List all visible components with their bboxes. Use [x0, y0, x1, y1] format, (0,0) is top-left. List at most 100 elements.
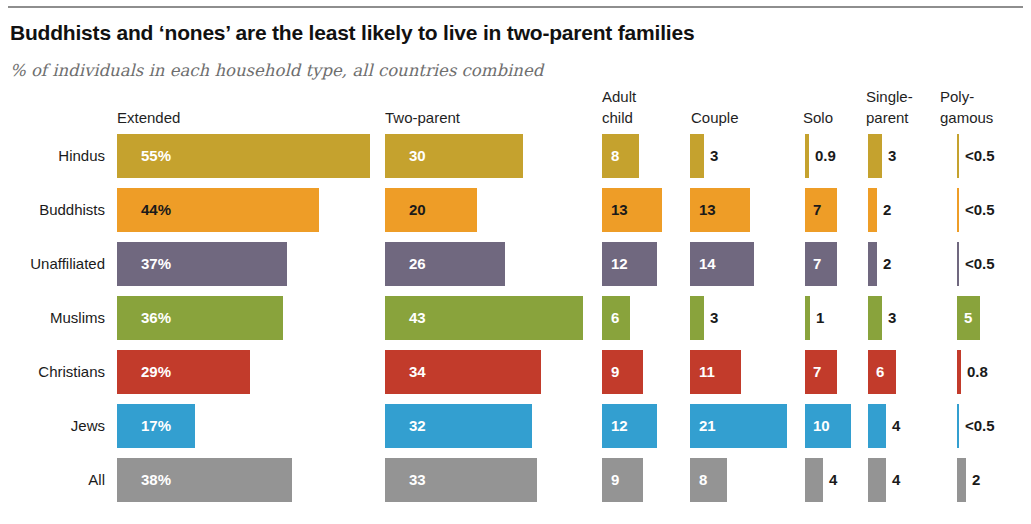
- bar-jews-single-parent: [868, 404, 886, 448]
- chart-row-unaffiliated: Unaffiliated 37% 26 12 14 7 2 <0.5: [0, 242, 1031, 286]
- value-label-unaffiliated-couple: 14: [699, 242, 716, 286]
- value-label-all-two-parent: 33: [409, 458, 426, 502]
- column-header-single-parent: Single- parent: [866, 86, 913, 128]
- column-header-solo: Solo: [803, 107, 833, 128]
- chart-row-hindus: Hindus 55% 30 8 3 0.9 3 <0.5: [0, 134, 1031, 178]
- column-header-extended: Extended: [117, 107, 180, 128]
- value-label-jews-two-parent: 32: [409, 404, 426, 448]
- bar-hindus-poly-gamous: [957, 134, 959, 178]
- bar-christians-poly-gamous: [957, 350, 961, 394]
- value-label-muslims-solo: 1: [816, 296, 824, 340]
- bar-unaffiliated-two-parent: [385, 242, 505, 286]
- value-label-buddhists-solo: 7: [813, 188, 821, 232]
- value-label-jews-couple: 21: [699, 404, 716, 448]
- value-label-jews-extended: 17%: [141, 404, 171, 448]
- value-label-hindus-couple: 3: [710, 134, 718, 178]
- value-label-all-couple: 8: [699, 458, 707, 502]
- value-label-unaffiliated-two-parent: 26: [409, 242, 426, 286]
- top-divider: [8, 6, 1023, 8]
- value-label-all-poly-gamous: 2: [972, 458, 980, 502]
- bar-christians-extended: [117, 350, 250, 394]
- value-label-unaffiliated-poly-gamous: <0.5: [965, 242, 995, 286]
- value-label-jews-solo: 10: [813, 404, 830, 448]
- bar-muslims-couple: [690, 296, 704, 340]
- bar-jews-two-parent: [385, 404, 532, 448]
- bar-hindus-couple: [690, 134, 704, 178]
- value-label-christians-solo: 7: [813, 350, 821, 394]
- value-label-hindus-extended: 55%: [141, 134, 171, 178]
- bar-all-couple: [690, 458, 727, 502]
- bar-hindus-adult-child: [602, 134, 639, 178]
- bar-all-single-parent: [868, 458, 886, 502]
- column-header-couple: Couple: [691, 107, 739, 128]
- value-label-muslims-single-parent: 3: [888, 296, 896, 340]
- value-label-muslims-couple: 3: [710, 296, 718, 340]
- bar-buddhists-two-parent: [385, 188, 477, 232]
- chart-row-buddhists: Buddhists44%20131372<0.5: [0, 188, 1031, 232]
- bar-jews-poly-gamous: [957, 404, 959, 448]
- chart-row-muslims: Muslims36%4363135: [0, 296, 1031, 340]
- value-label-buddhists-single-parent: 2: [883, 188, 891, 232]
- chart-row-jews: Jews 17% 32 12 21 10 4 <0.5: [0, 404, 1031, 448]
- value-label-hindus-poly-gamous: <0.5: [965, 134, 995, 178]
- value-label-buddhists-extended: 44%: [141, 188, 171, 232]
- value-label-unaffiliated-extended: 37%: [141, 242, 171, 286]
- value-label-all-solo: 4: [829, 458, 837, 502]
- value-label-hindus-two-parent: 30: [409, 134, 426, 178]
- bar-christians-adult-child: [602, 350, 643, 394]
- chart-figure: Buddhists and ‘nones’ are the least like…: [0, 0, 1031, 524]
- bar-christians-couple: [690, 350, 741, 394]
- value-label-hindus-solo: 0.9: [815, 134, 836, 178]
- value-label-buddhists-two-parent: 20: [409, 188, 426, 232]
- bar-hindus-two-parent: [385, 134, 523, 178]
- value-label-unaffiliated-adult-child: 12: [611, 242, 628, 286]
- value-label-jews-adult-child: 12: [611, 404, 628, 448]
- bar-hindus-solo: [805, 134, 809, 178]
- row-label-all: All: [0, 458, 105, 502]
- bar-hindus-single-parent: [868, 134, 882, 178]
- value-label-unaffiliated-single-parent: 2: [883, 242, 891, 286]
- value-label-unaffiliated-solo: 7: [813, 242, 821, 286]
- value-label-muslims-poly-gamous: 5: [964, 296, 972, 340]
- value-label-all-single-parent: 4: [892, 458, 900, 502]
- row-label-unaffiliated: Unaffiliated: [0, 242, 105, 286]
- row-label-hindus: Hindus: [0, 134, 105, 178]
- value-label-buddhists-couple: 13: [699, 188, 716, 232]
- bar-all-solo: [805, 458, 823, 502]
- value-label-christians-extended: 29%: [141, 350, 171, 394]
- row-label-jews: Jews: [0, 404, 105, 448]
- column-header-two-parent: Two-parent: [385, 107, 460, 128]
- value-label-buddhists-poly-gamous: <0.5: [965, 188, 995, 232]
- bar-all-adult-child: [602, 458, 643, 502]
- value-label-all-extended: 38%: [141, 458, 171, 502]
- bar-all-two-parent: [385, 458, 537, 502]
- column-headers: Extended Two-parent Adult child Couple Solo S…: [0, 84, 1031, 130]
- chart: Hindus55%30830.93<0.5Buddhists44%2013137…: [0, 134, 1031, 512]
- bar-all-poly-gamous: [957, 458, 966, 502]
- value-label-jews-poly-gamous: <0.5: [965, 404, 995, 448]
- column-header-adult-child: Adult child: [602, 86, 636, 128]
- value-label-muslims-two-parent: 43: [409, 296, 426, 340]
- value-label-muslims-adult-child: 6: [611, 296, 619, 340]
- value-label-jews-single-parent: 4: [892, 404, 900, 448]
- bar-unaffiliated-poly-gamous: [957, 242, 959, 286]
- row-label-buddhists: Buddhists: [0, 188, 105, 232]
- chart-row-all: All 38% 33 9 8 4 4 2: [0, 458, 1031, 502]
- value-label-hindus-single-parent: 3: [888, 134, 896, 178]
- column-header-poly-gamous: Poly- gamous: [940, 86, 993, 128]
- value-label-christians-poly-gamous: 0.8: [967, 350, 988, 394]
- value-label-christians-couple: 11: [699, 350, 715, 394]
- value-label-hindus-adult-child: 8: [611, 134, 619, 178]
- page-title: Buddhists and ‘nones’ are the least like…: [10, 21, 694, 45]
- value-label-christians-single-parent: 6: [876, 350, 884, 394]
- bar-muslims-solo: [805, 296, 810, 340]
- row-label-muslims: Muslims: [0, 296, 105, 340]
- page-subtitle: % of individuals in each household type,…: [10, 61, 543, 80]
- value-label-christians-adult-child: 9: [611, 350, 619, 394]
- bar-unaffiliated-single-parent: [868, 242, 877, 286]
- row-label-christians: Christians: [0, 350, 105, 394]
- value-label-christians-two-parent: 34: [409, 350, 426, 394]
- bar-buddhists-single-parent: [868, 188, 877, 232]
- bar-buddhists-poly-gamous: [957, 188, 959, 232]
- value-label-all-adult-child: 9: [611, 458, 619, 502]
